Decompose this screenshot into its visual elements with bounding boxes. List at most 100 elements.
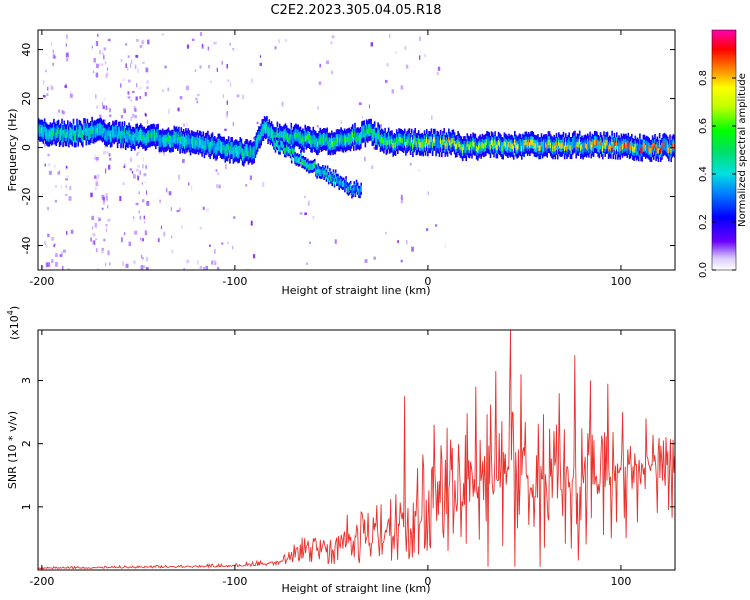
spectrogram-noise-cell: [418, 169, 421, 172]
spectrogram-ridge-cell-core: [525, 139, 528, 146]
spectrogram-ridge-cell-core: [39, 128, 41, 134]
spectrogram-noise-cell: [418, 36, 421, 41]
spectrogram-ridge-cell-core: [379, 138, 382, 144]
spectrogram-noise-cell: [106, 72, 109, 76]
spectrogram-noise-cell: [108, 153, 111, 157]
spectrogram-noise-cell: [105, 105, 108, 110]
spectrogram-noise-cell: [166, 188, 168, 193]
spectrogram-noise-cell: [216, 266, 220, 270]
spectrogram-ridge-cell-core: [529, 142, 531, 148]
spectrogram-noise-cell: [249, 175, 252, 180]
spectrogram-noise-cell: [103, 238, 106, 242]
spectrogram-noise-cell: [55, 185, 57, 188]
spectrogram-ridge-cell-core: [159, 138, 162, 144]
spectrogram-noise-cell: [138, 210, 140, 213]
spectrogram-ridge-cell-mid: [158, 135, 161, 148]
spectrogram-noise-cell: [109, 262, 111, 266]
spectrogram-branch-cell-mid: [279, 145, 281, 152]
spectrogram-branch-cell-core: [325, 173, 328, 179]
spectrogram-ridge-cell-core: [302, 136, 304, 143]
spectrogram-ridge-cell-core: [565, 141, 567, 147]
spectrogram-ridge-cell-core: [434, 137, 436, 143]
spectrogram-noise-cell: [186, 259, 190, 264]
spectrogram-ridge-cell-core: [490, 139, 493, 146]
spectrogram-noise-cell: [170, 207, 172, 212]
spectrogram-noise-cell: [209, 244, 211, 247]
spectrogram-ridge-cell-core: [530, 139, 532, 146]
spectrogram-ridge-cell-mid: [280, 130, 282, 143]
spectrogram-ridge-cell-core: [456, 143, 458, 149]
spectrogram-branch-cell-core: [307, 162, 309, 168]
spectrogram-noise-cell: [197, 260, 199, 265]
spectrogram-branch-cell-core: [326, 168, 329, 175]
spectrogram-ridge-cell-core: [287, 136, 289, 142]
spectrogram-ridge-cell-mid: [91, 121, 93, 134]
spectrogram-noise-cell: [91, 45, 93, 49]
spectrogram-noise-cell: [370, 42, 373, 47]
spectrogram-noise-cell: [436, 72, 439, 76]
spectrogram-ridge-cell-core: [243, 152, 245, 159]
spectrogram-noise-cell: [278, 39, 280, 44]
spectrogram-ridge-cell-core: [135, 132, 137, 138]
spectrogram-ridge-cell-mid: [269, 127, 272, 140]
spectrogram-noise-cell: [101, 63, 104, 66]
spectrogram-noise-cell: [146, 86, 149, 90]
spectrogram-ridge-cell-mid: [282, 131, 284, 144]
spectrogram-noise-cell: [140, 237, 142, 241]
spectrogram-branch-cell-mid: [285, 147, 287, 155]
spectrogram-ridge-cell-core: [327, 141, 330, 147]
spectrogram-noise-cell: [178, 174, 181, 180]
spectrogram-noise-cell: [96, 105, 98, 109]
spectrogram-ridge-cell-mid: [522, 138, 524, 151]
spectrogram-ridge-cell-core: [79, 129, 82, 135]
spectrogram-noise-cell: [186, 122, 188, 127]
spectrogram-noise-cell: [94, 157, 98, 160]
spectrogram-ridge-cell-core: [127, 134, 129, 140]
spectrogram-noise-cell: [161, 33, 164, 36]
spectrogram-ridge-cell-core: [591, 142, 594, 148]
spectrogram-ridge-cell-core: [641, 148, 643, 154]
spectrogram-noise-cell: [107, 205, 109, 209]
spectrogram-noise-cell: [69, 90, 72, 94]
spectrogram-ridge-cell-mid: [54, 127, 56, 140]
spectrogram-ridge-cell-mid: [197, 137, 200, 150]
spectrogram-branch-cell-core: [355, 183, 358, 189]
spectrogram-noise-cell: [142, 61, 145, 64]
spectrogram-ridge-cell-core: [495, 144, 498, 151]
spectrogram-ridge-cell-core: [420, 142, 422, 148]
spectrogram-ridge-cell-core: [134, 136, 136, 143]
spectrogram-ridge-cell-core: [351, 132, 354, 138]
spectrogram-noise-cell: [183, 267, 185, 270]
spectrogram-noise-cell: [168, 191, 172, 196]
spectrogram-noise-cell: [98, 63, 101, 67]
spectrogram-noise-cell: [95, 157, 98, 163]
spectrogram-ridge-cell-core: [454, 144, 457, 150]
colorbar-gradient: [711, 29, 737, 271]
spectrogram-ridge-cell-mid: [620, 138, 623, 151]
spectrogram-ridge-cell-core: [545, 142, 547, 148]
spectrogram-branch-cell-mid: [304, 159, 307, 167]
spectrogram-ridge-cell-core: [585, 143, 588, 150]
spectrogram-ridge-cell-core: [485, 142, 487, 148]
spectrogram-noise-cell: [57, 109, 60, 113]
spectrogram-noise-cell: [92, 70, 95, 73]
spectrogram-ridge-cell-mid: [342, 135, 345, 148]
spectrogram-ridge-cell-core: [415, 141, 418, 147]
spectrogram-branch-cell-core: [341, 181, 344, 187]
spectrogram-ridge-cell-core: [633, 147, 635, 153]
spectrogram-noise-cell: [54, 243, 56, 246]
spectrogram-ridge-cell-core: [121, 129, 123, 136]
spectrogram-noise-cell: [65, 194, 68, 196]
spectrogram-ridge: [38, 115, 675, 199]
spectrogram-ridge-cell-core: [467, 144, 470, 150]
spectrogram-ridge-cell-core: [53, 127, 55, 133]
spectrogram-ridge-cell-core: [340, 135, 342, 142]
spectrogram-ridge-cell-mid: [464, 141, 466, 154]
spectrogram-noise-cell: [409, 162, 412, 166]
spectrogram-ridge-cell-core: [328, 140, 331, 147]
spectrogram-ridge-cell-mid: [329, 138, 332, 151]
spectrogram-ridge-cell-core: [203, 144, 206, 150]
spectrogram-noise-cell: [102, 52, 104, 55]
spectrogram-branch-cell-core: [339, 179, 342, 185]
spectrogram-noise-cell: [159, 199, 162, 203]
